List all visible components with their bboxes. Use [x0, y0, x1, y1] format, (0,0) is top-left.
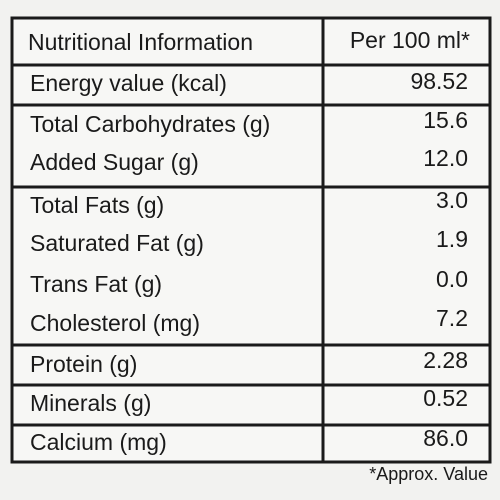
- row-value: 0.52: [423, 385, 468, 411]
- row-label: Total Fats (g): [30, 192, 164, 218]
- table-border: [10, 16, 492, 464]
- header-value: Per 100 ml*: [350, 27, 470, 53]
- footnote: *Approx. Value: [369, 464, 488, 484]
- row-label: Cholesterol (mg): [30, 310, 200, 336]
- row-value: 7.2: [436, 305, 468, 331]
- row-value: 0.0: [436, 266, 468, 292]
- row-value: 98.52: [410, 68, 468, 94]
- row-value: 12.0: [423, 145, 468, 171]
- header-label: Nutritional Information: [28, 29, 253, 55]
- row-value: 3.0: [436, 187, 468, 213]
- row-label: Added Sugar (g): [30, 149, 199, 175]
- row-value: 86.0: [423, 425, 468, 451]
- row-label: Minerals (g): [30, 390, 151, 416]
- row-label: Total Carbohydrates (g): [30, 111, 270, 137]
- row-label: Protein (g): [30, 351, 137, 377]
- row-value: 1.9: [436, 226, 468, 252]
- row-label: Trans Fat (g): [30, 271, 162, 297]
- row-label: Saturated Fat (g): [30, 230, 204, 256]
- row-label: Calcium (mg): [30, 429, 167, 455]
- row-value: 15.6: [423, 107, 468, 133]
- row-label: Energy value (kcal): [30, 70, 227, 96]
- row-value: 2.28: [423, 347, 468, 373]
